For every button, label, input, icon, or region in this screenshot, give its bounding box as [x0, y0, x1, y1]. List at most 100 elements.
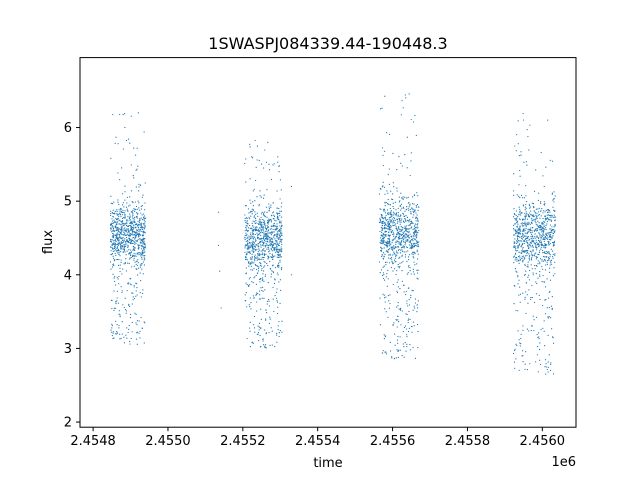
data-point	[522, 261, 524, 263]
data-point	[549, 234, 552, 236]
data-point	[264, 329, 266, 331]
data-point	[127, 216, 129, 218]
data-point	[262, 227, 264, 229]
data-point	[116, 228, 118, 230]
data-point	[253, 221, 256, 223]
data-point	[521, 224, 523, 226]
x-tick-label: 2.4560	[520, 434, 566, 449]
data-point	[124, 216, 126, 218]
data-point	[400, 229, 402, 231]
data-point	[542, 212, 544, 214]
data-point	[515, 309, 517, 312]
data-point	[410, 226, 413, 229]
data-point	[131, 220, 133, 222]
data-point	[132, 299, 134, 301]
data-point	[275, 249, 278, 251]
data-point	[416, 234, 418, 236]
data-point	[272, 270, 274, 273]
data-point	[393, 322, 395, 324]
data-point	[278, 250, 280, 252]
data-point	[397, 356, 399, 359]
data-point	[534, 229, 537, 231]
data-point	[397, 207, 399, 209]
data-point	[274, 248, 276, 250]
data-point	[275, 229, 277, 231]
data-point	[255, 249, 257, 252]
data-point	[117, 201, 119, 203]
data-point	[258, 329, 260, 331]
data-point	[515, 231, 517, 233]
data-point	[544, 252, 547, 254]
data-point	[524, 228, 526, 230]
data-point	[144, 242, 146, 244]
data-point	[548, 354, 550, 356]
data-point	[552, 235, 554, 237]
data-point	[278, 233, 280, 235]
data-point	[515, 214, 517, 216]
data-point	[410, 220, 413, 222]
data-point	[279, 233, 282, 235]
data-point	[139, 234, 141, 236]
data-point	[554, 253, 556, 255]
data-point	[515, 210, 518, 212]
data-point	[280, 206, 282, 208]
data-point	[246, 220, 248, 222]
data-point	[121, 214, 124, 216]
data-point	[250, 235, 253, 237]
data-point	[279, 228, 281, 231]
data-point	[522, 197, 524, 199]
data-point	[246, 236, 249, 238]
data-point	[524, 223, 527, 225]
data-point	[140, 263, 143, 265]
data-point	[119, 244, 122, 246]
data-point	[133, 216, 135, 218]
data-point	[245, 217, 248, 219]
data-point	[260, 265, 263, 267]
data-point	[111, 253, 114, 255]
data-point	[384, 221, 386, 224]
data-point	[407, 330, 410, 333]
data-point	[389, 226, 391, 228]
data-point	[245, 228, 247, 230]
data-point	[528, 149, 530, 151]
data-point	[248, 285, 250, 288]
data-point	[124, 261, 126, 264]
data-point	[264, 345, 266, 347]
data-point	[530, 242, 533, 244]
data-point	[526, 223, 528, 225]
data-point	[137, 229, 139, 231]
data-point	[115, 254, 117, 256]
data-point	[278, 220, 281, 222]
data-point	[522, 219, 524, 221]
data-point	[111, 225, 114, 227]
data-point	[388, 183, 391, 185]
data-point	[269, 253, 271, 255]
data-point	[516, 221, 518, 223]
data-point	[389, 253, 391, 255]
data-point	[117, 231, 120, 233]
data-point	[394, 237, 396, 239]
data-point	[412, 235, 415, 237]
data-point	[516, 225, 518, 227]
data-point	[412, 252, 414, 254]
data-point	[386, 285, 388, 287]
data-point	[117, 172, 119, 174]
data-point	[260, 232, 262, 234]
data-point	[535, 272, 537, 275]
data-point	[394, 213, 396, 216]
data-point	[404, 256, 407, 258]
data-point	[525, 270, 527, 272]
data-point	[248, 251, 250, 253]
data-point	[386, 228, 388, 230]
data-point	[400, 209, 402, 211]
data-point	[120, 243, 122, 245]
data-point	[532, 226, 534, 229]
data-point	[133, 225, 135, 227]
data-point	[115, 221, 117, 223]
data-point	[546, 217, 548, 219]
data-point	[532, 315, 534, 317]
data-point	[552, 245, 554, 247]
y-tick-label: 5	[64, 195, 72, 210]
data-point	[137, 267, 140, 269]
data-point	[131, 256, 134, 258]
